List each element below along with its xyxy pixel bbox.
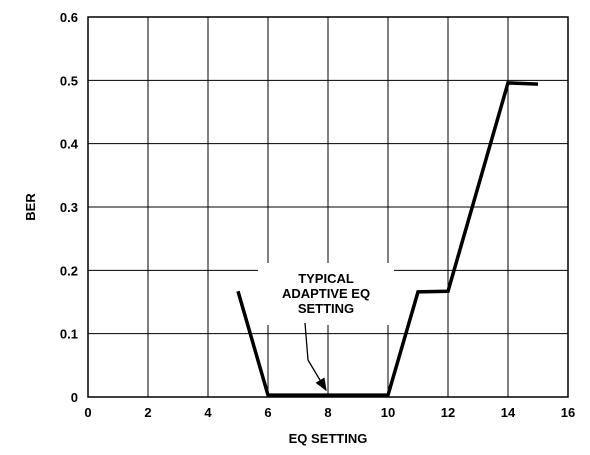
- x-tick-label: 0: [84, 405, 91, 420]
- x-tick-label: 12: [441, 405, 455, 420]
- y-tick-label: 0.5: [60, 73, 78, 88]
- annotation-line: TYPICAL: [298, 271, 354, 286]
- y-tick-label: 0: [71, 390, 78, 405]
- x-tick-label: 2: [144, 405, 151, 420]
- x-axis-label: EQ SETTING: [289, 431, 368, 446]
- series-group: [236, 81, 539, 397]
- grid-lines: [87, 16, 569, 398]
- annotation: TYPICAL ADAPTIVE EQ SETTING: [282, 271, 370, 392]
- annotation-arrow: [304, 322, 327, 392]
- x-tick-label: 10: [381, 405, 395, 420]
- x-tick-label: 4: [204, 405, 212, 420]
- annotation-background: [258, 263, 394, 325]
- x-tick-label: 16: [561, 405, 575, 420]
- y-tick-label: 0.1: [60, 327, 78, 342]
- y-tick-labels: 0 0.1 0.2 0.3 0.4 0.5 0.6: [60, 10, 79, 405]
- plot-frame: [87, 16, 569, 398]
- y-tick-label: 0.4: [60, 137, 79, 152]
- y-tick-label: 0.6: [60, 10, 78, 25]
- x-tick-labels: 0 2 4 6 8 10 12 14 16: [84, 405, 575, 420]
- x-tick-label: 8: [324, 405, 331, 420]
- y-tick-label: 0.3: [60, 200, 78, 215]
- annotation-line: SETTING: [298, 301, 354, 316]
- x-tick-label: 14: [501, 405, 516, 420]
- annotation-line: ADAPTIVE EQ: [282, 286, 370, 301]
- y-tick-label: 0.2: [60, 263, 78, 278]
- x-tick-label: 6: [264, 405, 271, 420]
- y-axis-label: BER: [23, 193, 38, 221]
- series-line: [236, 81, 539, 397]
